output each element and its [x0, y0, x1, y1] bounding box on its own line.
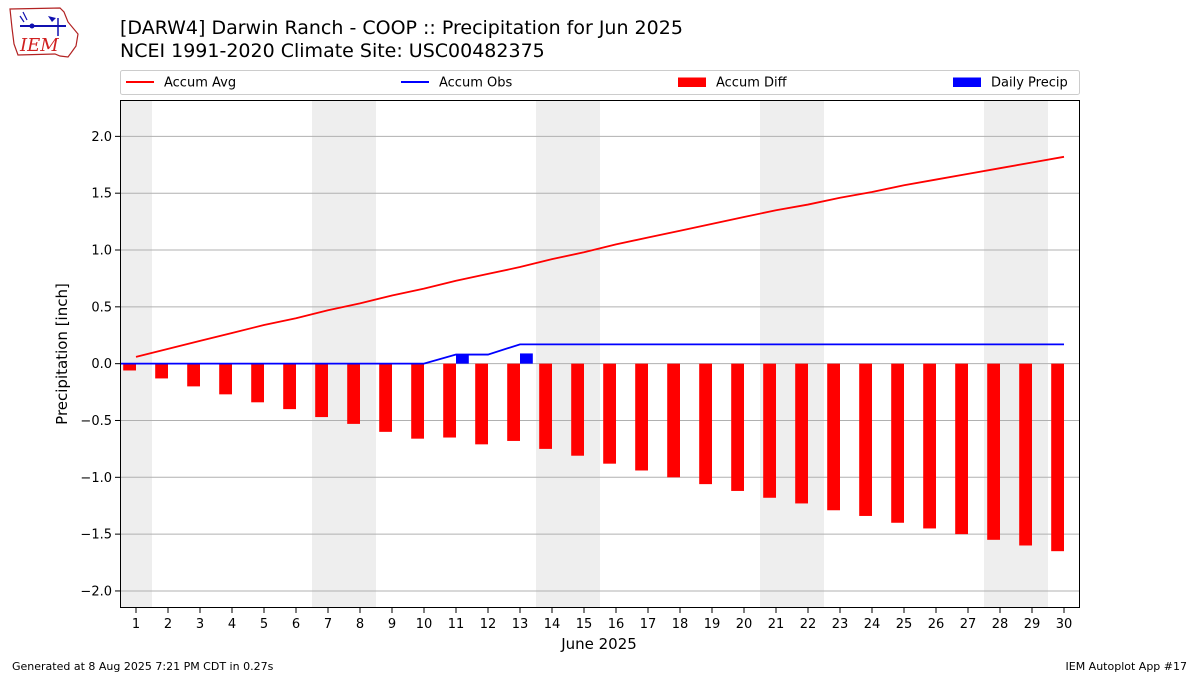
weekend-band	[536, 100, 600, 608]
accum-diff-bar	[219, 363, 232, 395]
accum-diff-bar	[1051, 363, 1064, 552]
axes: −2.0−1.5−1.0−0.50.00.51.01.52.01 2 3 4 5 6 7 8 9…	[80, 130, 1072, 632]
accum-diff-bar	[539, 363, 552, 449]
x-tick-label: 20	[736, 617, 753, 632]
x-tick-label: 24	[864, 617, 881, 632]
accum-diff-bar	[827, 363, 840, 511]
accum-obs-line	[120, 343, 1064, 365]
x-tick-label: 15	[576, 617, 593, 632]
accum-diff-bar	[251, 363, 264, 403]
app-label: IEM Autoplot App #17	[1065, 660, 1188, 673]
y-tick-label: −1.5	[80, 528, 112, 543]
accum-diff-bar	[667, 363, 680, 478]
x-tick-label: 19	[704, 617, 721, 632]
accum-diff-bar	[315, 363, 328, 418]
accum-diff-bar	[1019, 363, 1032, 546]
x-tick-label: 25	[896, 617, 913, 632]
x-tick-label: 6	[292, 617, 300, 632]
x-tick-label: 26	[928, 617, 945, 632]
legend-label: Daily Precip	[991, 76, 1068, 91]
y-tick-label: 2.0	[91, 130, 112, 145]
x-tick-label: 1	[132, 617, 140, 632]
x-tick-label: 8	[356, 617, 364, 632]
x-tick-label: 29	[1024, 617, 1041, 632]
generated-timestamp: Generated at 8 Aug 2025 7:21 PM CDT in 0…	[12, 660, 274, 673]
legend-swatch-bar	[678, 77, 706, 87]
iem-logo: IEM	[9, 7, 79, 58]
plot-frame	[120, 100, 1080, 608]
accum-diff-bar	[987, 363, 1000, 540]
x-tick-label: 17	[640, 617, 657, 632]
x-tick-label: 23	[832, 617, 849, 632]
accum-diff-bar	[283, 363, 296, 410]
accum-diff-bar	[379, 363, 392, 432]
x-tick-label: 13	[512, 617, 529, 632]
accum-diff-bar	[123, 363, 136, 371]
x-tick-label: 3	[196, 617, 204, 632]
accum-diff-bar	[411, 363, 424, 439]
accum-diff-bar	[155, 363, 168, 379]
weekend-band	[312, 100, 376, 608]
accum-diff-bar	[347, 363, 360, 424]
legend-label: Accum Avg	[164, 76, 236, 91]
bars	[123, 353, 1064, 552]
accum-diff-bar	[187, 363, 200, 387]
x-tick-label: 27	[960, 617, 977, 632]
accum-diff-bar	[443, 363, 456, 438]
y-tick-label: 0.5	[91, 300, 112, 315]
x-tick-label: 12	[480, 617, 497, 632]
y-axis-label: Precipitation [inch]	[53, 283, 71, 425]
x-tick-label: 18	[672, 617, 689, 632]
weekend-band	[760, 100, 824, 608]
legend-label: Accum Obs	[439, 76, 512, 91]
accum-diff-bar	[955, 363, 968, 535]
accum-diff-bar	[923, 363, 936, 529]
legend-swatch-bar	[953, 77, 981, 87]
x-tick-label: 30	[1056, 617, 1073, 632]
y-tick-label: −1.0	[80, 471, 112, 486]
legend: Accum Avg Accum Obs Accum Diff Daily Precip	[120, 70, 1080, 95]
x-tick-label: 14	[544, 617, 561, 632]
y-tick-label: −0.5	[80, 414, 112, 429]
x-tick-label: 22	[800, 617, 817, 632]
x-tick-label: 9	[388, 617, 396, 632]
legend-label: Accum Diff	[716, 76, 788, 91]
x-tick-label: 11	[448, 617, 465, 632]
x-tick-label: 7	[324, 617, 332, 632]
legend-frame	[120, 70, 1080, 95]
series-lines	[120, 155, 1065, 365]
accum-diff-bar	[603, 363, 616, 464]
x-tick-label: 2	[164, 617, 172, 632]
accum-diff-bar	[891, 363, 904, 523]
x-axis-label: June 2025	[560, 635, 637, 653]
accum-diff-bar	[795, 363, 808, 504]
weekend-shading	[120, 100, 1048, 608]
y-tick-label: 1.5	[91, 187, 112, 202]
accum-avg-line	[135, 155, 1065, 358]
daily-precip-bar	[520, 353, 533, 364]
y-tick-label: 1.0	[91, 244, 112, 259]
accum-diff-bar	[635, 363, 648, 471]
accum-diff-bar	[507, 363, 520, 441]
daily-precip-bar	[456, 354, 469, 364]
x-tick-label: 21	[768, 617, 785, 632]
x-tick-label: 10	[416, 617, 433, 632]
accum-diff-bar	[859, 363, 872, 516]
y-tick-label: −2.0	[80, 584, 112, 599]
accum-diff-bar	[731, 363, 744, 491]
accum-diff-bar	[763, 363, 776, 498]
x-tick-label: 5	[260, 617, 268, 632]
accum-diff-bar	[571, 363, 584, 456]
accum-diff-bar	[699, 363, 712, 485]
chart-title: [DARW4] Darwin Ranch - COOP :: Precipita…	[120, 17, 683, 39]
chart-subtitle: NCEI 1991-2020 Climate Site: USC00482375	[120, 40, 545, 62]
accum-diff-bar	[475, 363, 488, 445]
x-tick-label: 4	[228, 617, 236, 632]
x-tick-label: 16	[608, 617, 625, 632]
y-tick-label: 0.0	[91, 357, 112, 372]
logo-text: IEM	[19, 35, 59, 56]
x-tick-label: 28	[992, 617, 1009, 632]
